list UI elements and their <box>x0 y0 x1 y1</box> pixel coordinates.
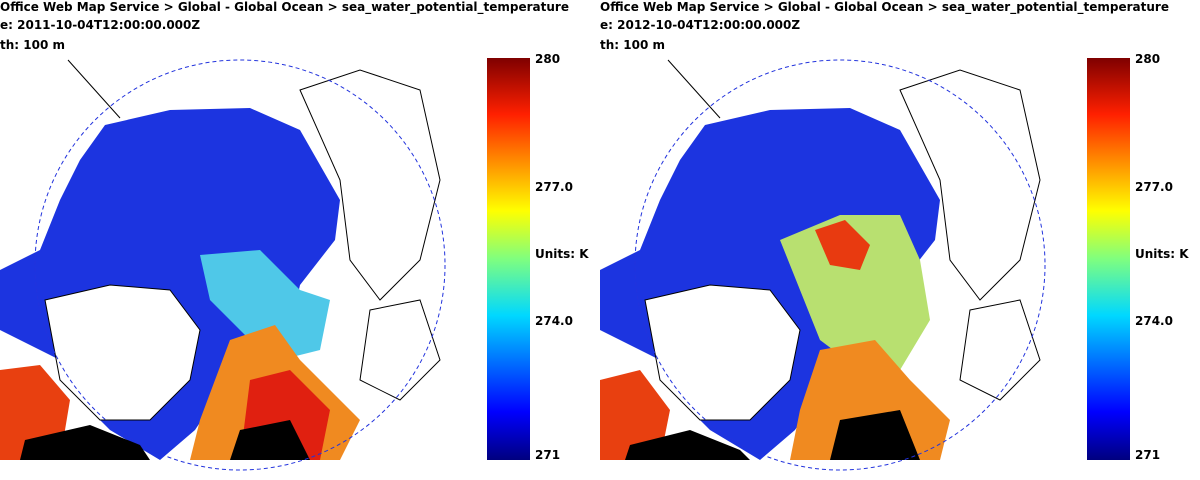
colorbar-label: 280 <box>1135 52 1161 66</box>
meridian <box>67 59 121 119</box>
warm-water <box>230 420 310 460</box>
colorbar-label: 274.0 <box>1135 314 1173 328</box>
boundary-circle <box>34 59 446 471</box>
map <box>600 58 1130 471</box>
colorbar <box>1087 58 1130 460</box>
land <box>959 299 1041 401</box>
warm-water <box>790 340 950 460</box>
colorbar-label: 271 <box>535 448 561 462</box>
colorbar-label: Units: K <box>1135 247 1189 261</box>
map-panel: Office Web Map Service > Global - Global… <box>600 0 1200 480</box>
land <box>899 69 1041 301</box>
map-panel: Office Web Map Service > Global - Global… <box>0 0 589 471</box>
warm-water <box>200 250 330 360</box>
land <box>644 284 801 421</box>
warm-water <box>600 370 670 460</box>
header-line: th: 100 m <box>0 38 65 52</box>
map <box>0 58 530 471</box>
header-line: Office Web Map Service > Global - Global… <box>600 0 1169 14</box>
warm-water <box>815 220 870 270</box>
header-line: Office Web Map Service > Global - Global… <box>0 0 569 14</box>
meridian <box>667 59 721 119</box>
header-line: e: 2011-10-04T12:00:00.000Z <box>0 18 201 32</box>
boundary-circle <box>634 59 1046 471</box>
colorbar <box>487 58 530 460</box>
land <box>359 299 441 401</box>
warm-water <box>780 215 930 370</box>
warm-water <box>830 410 920 460</box>
colorbar-label: 274.0 <box>535 314 573 328</box>
colorbar-label: 277.0 <box>535 180 573 194</box>
header-line: th: 100 m <box>600 38 665 52</box>
warm-water <box>625 430 750 460</box>
land <box>44 284 201 421</box>
header-line: e: 2012-10-04T12:00:00.000Z <box>600 18 801 32</box>
colorbar-label: 277.0 <box>1135 180 1173 194</box>
warm-water <box>20 425 150 460</box>
colorbar-label: Units: K <box>535 247 589 261</box>
colorbar-label: 280 <box>535 52 561 66</box>
land <box>299 69 441 301</box>
colorbar-label: 271 <box>1135 448 1161 462</box>
